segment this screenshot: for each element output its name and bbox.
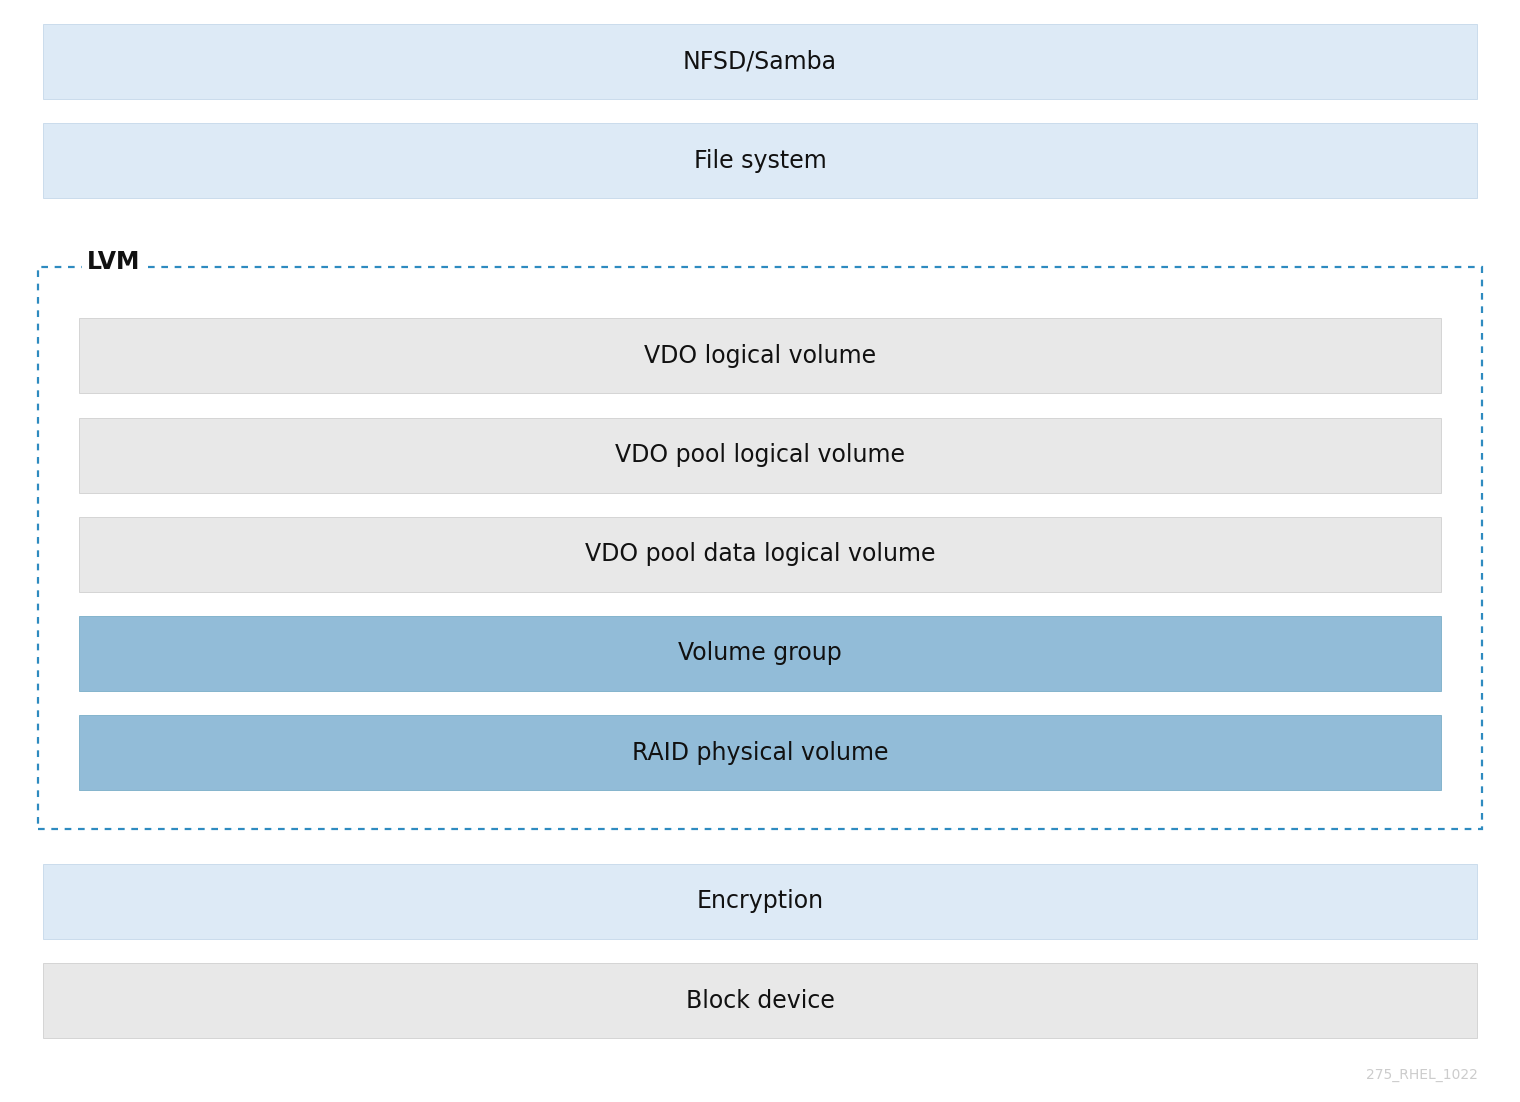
Text: NFSD/Samba: NFSD/Samba — [682, 50, 838, 74]
FancyBboxPatch shape — [79, 418, 1441, 493]
FancyBboxPatch shape — [43, 123, 1477, 198]
Text: 275_RHEL_1022: 275_RHEL_1022 — [1365, 1068, 1477, 1082]
Text: Encryption: Encryption — [696, 889, 824, 914]
FancyBboxPatch shape — [79, 616, 1441, 691]
Text: Block device: Block device — [686, 988, 834, 1013]
Text: RAID physical volume: RAID physical volume — [632, 741, 888, 765]
FancyBboxPatch shape — [43, 24, 1477, 99]
FancyBboxPatch shape — [43, 864, 1477, 939]
Text: VDO logical volume: VDO logical volume — [644, 344, 876, 368]
FancyBboxPatch shape — [79, 318, 1441, 393]
Text: VDO pool logical volume: VDO pool logical volume — [616, 443, 904, 467]
Text: VDO pool data logical volume: VDO pool data logical volume — [585, 542, 935, 566]
FancyBboxPatch shape — [43, 963, 1477, 1038]
Text: File system: File system — [693, 149, 827, 173]
Text: LVM: LVM — [87, 250, 141, 274]
FancyBboxPatch shape — [79, 517, 1441, 592]
FancyBboxPatch shape — [79, 715, 1441, 790]
Text: Volume group: Volume group — [678, 641, 842, 666]
